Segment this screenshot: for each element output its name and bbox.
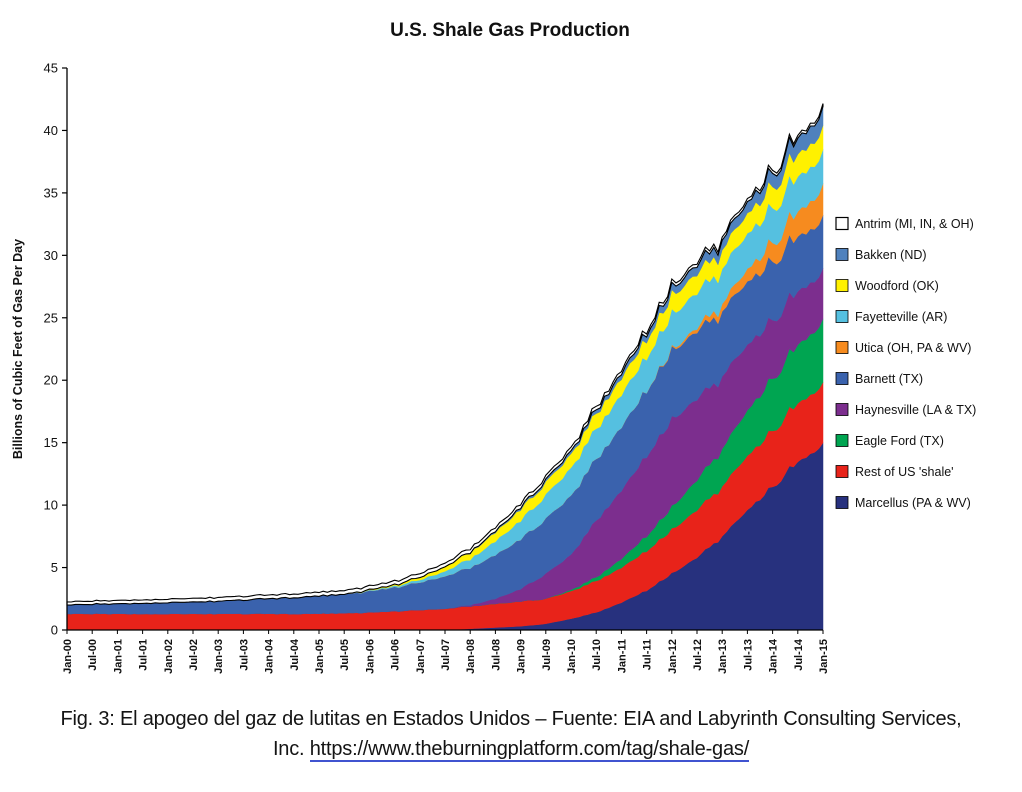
x-tick-label: Jan-05 <box>314 639 326 674</box>
legend-swatch-bakken <box>835 248 849 261</box>
legend-swatch-haynesville <box>835 403 849 416</box>
y-tick-label: 10 <box>44 498 58 513</box>
x-tick-label: Jan-10 <box>566 639 578 674</box>
x-tick-label: Jan-02 <box>163 639 175 674</box>
chart-title: U.S. Shale Gas Production <box>390 20 630 41</box>
x-tick-label: Jul-08 <box>490 639 502 671</box>
x-tick-label: Jan-11 <box>616 639 628 673</box>
legend-label: Haynesville (LA & TX) <box>855 403 976 417</box>
x-tick-label: Jul-01 <box>138 639 150 671</box>
x-tick-label: Jul-11 <box>642 639 654 670</box>
source-link[interactable]: https://www.theburningplatform.com/tag/s… <box>309 738 750 762</box>
legend-swatch-rest-of-us-shale <box>835 465 849 478</box>
y-tick-label: 25 <box>44 310 58 325</box>
legend-item: Rest of US 'shale' <box>835 465 954 479</box>
y-tick-label: 20 <box>44 373 58 388</box>
legend-swatch-antrim <box>835 216 849 231</box>
legend-item: Bakken (ND) <box>835 248 927 262</box>
caption-prefix: Inc. <box>272 738 310 760</box>
legend-item: Eagle Ford (TX) <box>835 434 944 448</box>
legend-item: Fayetteville (AR) <box>835 310 947 324</box>
legend-item: Marcellus (PA & WV) <box>835 496 971 510</box>
legend: Antrim (MI, IN, & OH) Bakken (ND) Woodford… <box>835 216 976 510</box>
caption-line-2: Inc. https://www.theburningplatform.com/… <box>0 734 1022 764</box>
y-tick-label: 35 <box>44 185 58 200</box>
y-tick-label: 30 <box>44 248 58 263</box>
x-tick-label: Jul-02 <box>188 639 200 671</box>
x-tick-label: Jan-07 <box>415 639 427 674</box>
legend-label: Utica (OH, PA & WV) <box>855 341 971 355</box>
chart-areas <box>66 103 824 631</box>
x-tick-label: Jan-03 <box>213 639 225 674</box>
legend-label: Fayetteville (AR) <box>855 310 947 324</box>
figure-caption: Fig. 3: El apogeo del gaz de lutitas en … <box>0 704 1022 764</box>
x-tick-label: Jul-00 <box>87 639 99 671</box>
x-tick-label: Jan-09 <box>516 639 528 674</box>
legend-label: Marcellus (PA & WV) <box>855 496 971 510</box>
caption-line-1: Fig. 3: El apogeo del gaz de lutitas en … <box>60 708 962 730</box>
legend-swatch-marcellus <box>835 496 849 509</box>
shale-gas-stacked-area-chart: 0 5 10 15 20 25 30 35 40 45 Jan-00 Jul-00 Jan-01 Jul-… <box>11 20 976 674</box>
y-tick-label: 0 <box>51 623 58 638</box>
legend-label: Antrim (MI, IN, & OH) <box>855 217 974 231</box>
area-antrim <box>66 103 824 606</box>
legend-label: Bakken (ND) <box>855 248 927 262</box>
y-tick-label: 5 <box>51 560 58 575</box>
y-tick-label: 45 <box>44 61 58 76</box>
x-tick-label: Jan-00 <box>62 639 74 674</box>
x-tick-label: Jul-12 <box>692 639 704 671</box>
x-tick-label: Jan-13 <box>717 639 729 674</box>
x-tick-label: Jan-04 <box>264 638 276 674</box>
y-tick-label: 40 <box>44 123 58 138</box>
x-tick-label: Jul-03 <box>238 639 250 671</box>
x-tick-label: Jul-13 <box>742 639 754 671</box>
x-tick-label: Jan-15 <box>818 639 830 674</box>
x-tick-label: Jan-14 <box>768 638 780 674</box>
y-axis-title: Billions of Cubic Feet of Gas Per Day <box>11 239 25 459</box>
x-tick-label: Jan-08 <box>465 639 477 674</box>
x-tick-label: Jan-01 <box>112 639 124 674</box>
legend-label: Barnett (TX) <box>855 372 923 386</box>
x-tick-label: Jul-07 <box>440 639 452 671</box>
legend-swatch-utica <box>835 341 849 354</box>
legend-label: Woodford (OK) <box>855 279 939 293</box>
legend-item: Woodford (OK) <box>835 279 939 293</box>
x-tick-label: Jul-10 <box>591 639 603 671</box>
legend-swatch-eagle-ford <box>835 434 849 447</box>
legend-swatch-woodford <box>835 279 849 292</box>
x-tick-label: Jan-12 <box>667 639 679 674</box>
legend-item: Utica (OH, PA & WV) <box>835 341 971 355</box>
x-tick-label: Jul-04 <box>289 638 301 671</box>
y-tick-label: 15 <box>44 435 58 450</box>
x-tick-label: Jul-05 <box>339 639 351 671</box>
legend-label: Eagle Ford (TX) <box>855 434 944 448</box>
legend-label: Rest of US 'shale' <box>855 465 954 479</box>
x-tick-label: Jul-14 <box>793 638 805 671</box>
x-tick-label: Jan-06 <box>364 639 376 674</box>
x-tick-label: Jul-09 <box>541 639 553 671</box>
x-tick-label: Jul-06 <box>390 639 402 671</box>
legend-item: Haynesville (LA & TX) <box>835 403 976 417</box>
legend-item: Antrim (MI, IN, & OH) <box>835 216 974 231</box>
legend-item: Barnett (TX) <box>835 372 923 386</box>
legend-swatch-barnett <box>835 372 849 385</box>
legend-swatch-fayetteville <box>835 310 849 323</box>
